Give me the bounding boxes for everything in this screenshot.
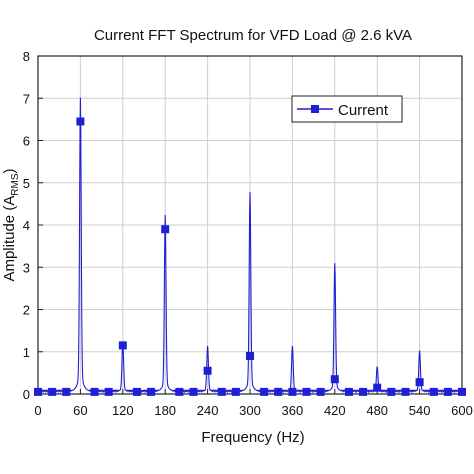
data-point-marker <box>429 387 438 396</box>
data-point-marker <box>458 387 466 396</box>
data-point-marker <box>231 387 240 396</box>
y-tick-label: 2 <box>23 303 30 318</box>
data-point-marker <box>302 387 311 396</box>
data-point-marker <box>344 387 353 396</box>
x-tick-label: 600 <box>451 403 473 418</box>
data-point-marker <box>175 387 184 396</box>
data-point-marker <box>118 341 127 350</box>
data-point-marker <box>147 387 156 396</box>
y-axis-label-main: Amplitude (A <box>1 196 18 282</box>
data-point-marker <box>48 387 57 396</box>
y-tick-label: 6 <box>23 134 30 149</box>
y-tick-label: 4 <box>23 218 30 233</box>
data-point-marker <box>443 387 452 396</box>
data-point-marker <box>330 375 339 384</box>
chart-title: Current FFT Spectrum for VFD Load @ 2.6 … <box>94 27 412 44</box>
data-point-marker <box>415 378 424 387</box>
legend-marker-swatch <box>311 105 319 113</box>
data-point-marker <box>189 387 198 396</box>
x-tick-label: 540 <box>409 403 431 418</box>
y-tick-label: 1 <box>23 345 30 360</box>
data-point-marker <box>246 351 254 360</box>
data-point-marker <box>387 387 396 396</box>
x-tick-label: 60 <box>73 403 87 418</box>
y-tick-label: 5 <box>23 176 30 191</box>
x-tick-label: 180 <box>154 403 176 418</box>
data-point-marker <box>161 225 170 234</box>
data-point-marker <box>359 387 368 396</box>
x-axis-label: Frequency (Hz) <box>201 429 304 446</box>
y-axis-ticks: 0 1 2 3 4 5 6 7 8 <box>23 49 43 402</box>
x-tick-label: 480 <box>366 403 388 418</box>
y-axis-label-sub: RMS <box>10 173 21 196</box>
y-axis-label-end: ) <box>1 168 18 173</box>
data-point-marker <box>373 383 382 392</box>
data-point-marker <box>288 387 297 396</box>
x-tick-label: 420 <box>324 403 346 418</box>
y-tick-label: 7 <box>23 91 30 106</box>
y-tick-label: 0 <box>23 387 30 402</box>
x-tick-label: 300 <box>239 403 261 418</box>
data-point-marker <box>90 387 99 396</box>
data-point-marker <box>401 387 410 396</box>
series-current <box>34 97 466 396</box>
x-tick-label: 0 <box>34 403 41 418</box>
legend-entry-current: Current <box>338 102 389 119</box>
data-point-marker <box>203 366 212 375</box>
y-axis-label: Amplitude (ARMS) <box>1 168 21 281</box>
y-tick-label: 3 <box>23 260 30 275</box>
legend: Current <box>291 95 403 123</box>
data-point-marker <box>132 387 141 396</box>
data-point-marker <box>76 117 85 126</box>
data-point-marker <box>62 387 71 396</box>
y-tick-label: 8 <box>23 49 30 64</box>
x-tick-label: 360 <box>282 403 304 418</box>
data-point-marker <box>274 387 283 396</box>
x-axis-ticks: 0 60 120 180 240 300 360 420 480 540 600 <box>34 389 473 418</box>
x-tick-label: 120 <box>112 403 134 418</box>
series-markers <box>34 117 466 396</box>
data-point-marker <box>316 387 325 396</box>
data-point-marker <box>260 387 269 396</box>
data-point-marker <box>217 387 226 396</box>
data-point-marker <box>34 387 42 396</box>
x-tick-label: 240 <box>197 403 219 418</box>
data-point-marker <box>104 387 113 396</box>
